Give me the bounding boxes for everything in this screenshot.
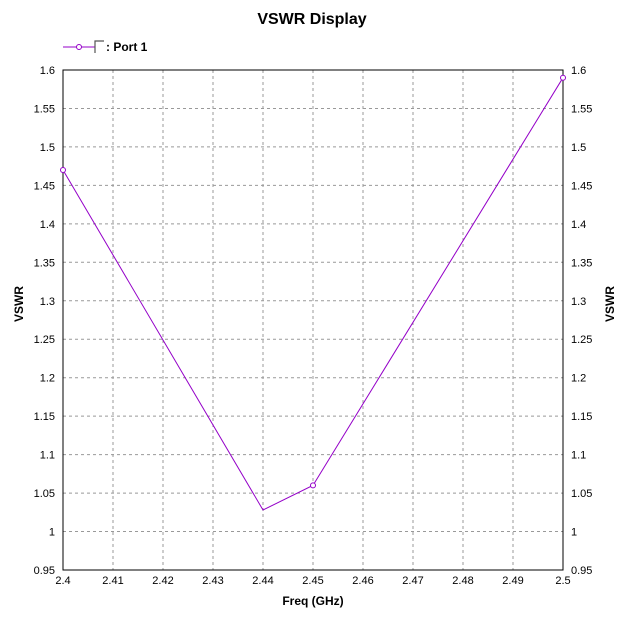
y-tick-label-right: 1.25 <box>571 334 592 346</box>
y-tick-label-right: 1.15 <box>571 411 592 423</box>
y-tick-label-left: 1.2 <box>40 373 55 385</box>
y-tick-label-left: 1.3 <box>40 296 55 308</box>
y-tick-label-right: 1.45 <box>571 180 592 192</box>
grid <box>63 70 563 570</box>
y-tick-label-left: 1 <box>49 527 55 539</box>
y-tick-label-right: 1.55 <box>571 103 592 115</box>
y-tick-label-right: 1.5 <box>571 142 586 154</box>
x-tick-label: 2.43 <box>202 575 223 587</box>
x-tick-label: 2.5 <box>555 575 570 587</box>
x-axis-label: Freq (GHz) <box>282 594 343 608</box>
series-line-port-1 <box>62 77 564 511</box>
y-tick-label-left: 1.35 <box>34 257 55 269</box>
legend: : Port 1 <box>63 40 148 54</box>
y-tick-label-left: 1.4 <box>40 219 55 231</box>
y-tick-label-left: 1.05 <box>34 488 55 500</box>
x-tick-label: 2.42 <box>152 575 173 587</box>
chart-title: VSWR Display <box>257 11 366 28</box>
y-tick-label-right: 0.95 <box>571 565 592 577</box>
x-tick-label: 2.49 <box>502 575 523 587</box>
y-tick-label-right: 1.05 <box>571 488 592 500</box>
y-tick-label-left: 1.15 <box>34 411 55 423</box>
y-tick-label-left: 1.1 <box>40 450 55 462</box>
y-tick-label-right: 1.2 <box>571 373 586 385</box>
y-tick-label-left: 1.5 <box>40 142 55 154</box>
x-tick-label: 2.45 <box>302 575 323 587</box>
x-tick-label: 2.46 <box>352 575 373 587</box>
reflection-coefficient-icon <box>94 40 104 53</box>
y-tick-label-left: 1.55 <box>34 103 55 115</box>
data-point-marker <box>310 482 316 489</box>
y-tick-label-right: 1.3 <box>571 296 586 308</box>
legend-marker <box>76 44 82 50</box>
y-tick-label-right: 1.35 <box>571 257 592 269</box>
series-layer <box>60 74 566 511</box>
data-point-marker <box>560 74 566 81</box>
y-tick-label-left: 1.45 <box>34 180 55 192</box>
x-tick-label: 2.41 <box>102 575 123 587</box>
y-axis-label-right: VSWR <box>603 286 617 322</box>
y-axis-label-left: VSWR <box>12 286 26 322</box>
x-axis-ticks: 2.4 2.41 2.42 2.43 2.44 2.45 2.46 2.47 2.48 2.49 2… <box>55 575 570 587</box>
x-tick-label: 2.44 <box>252 575 273 587</box>
y-tick-label-left: 1.6 <box>40 65 55 77</box>
y-tick-label-right: 1.6 <box>571 65 586 77</box>
y-tick-label-right: 1.1 <box>571 450 586 462</box>
x-tick-label: 2.47 <box>402 575 423 587</box>
y-axis-ticks-right: 0.95 1 1.05 1.1 1.15 1.2 1.25 1.3 1.35 1.4 1.45 1.5… <box>571 65 592 577</box>
y-tick-label-left: 1.25 <box>34 334 55 346</box>
legend-series-label: : Port 1 <box>106 40 148 54</box>
y-tick-label-left: 0.95 <box>34 565 55 577</box>
x-tick-label: 2.48 <box>452 575 473 587</box>
plot-frame <box>62 69 564 571</box>
y-tick-label-right: 1.4 <box>571 219 586 231</box>
x-tick-label: 2.4 <box>55 575 70 587</box>
data-point-marker <box>60 167 66 173</box>
y-tick-label-right: 1 <box>571 527 577 539</box>
y-axis-ticks-left: 0.95 1 1.05 1.1 1.15 1.2 1.25 1.3 1.35 1.4 1.45 1.5… <box>34 65 55 577</box>
